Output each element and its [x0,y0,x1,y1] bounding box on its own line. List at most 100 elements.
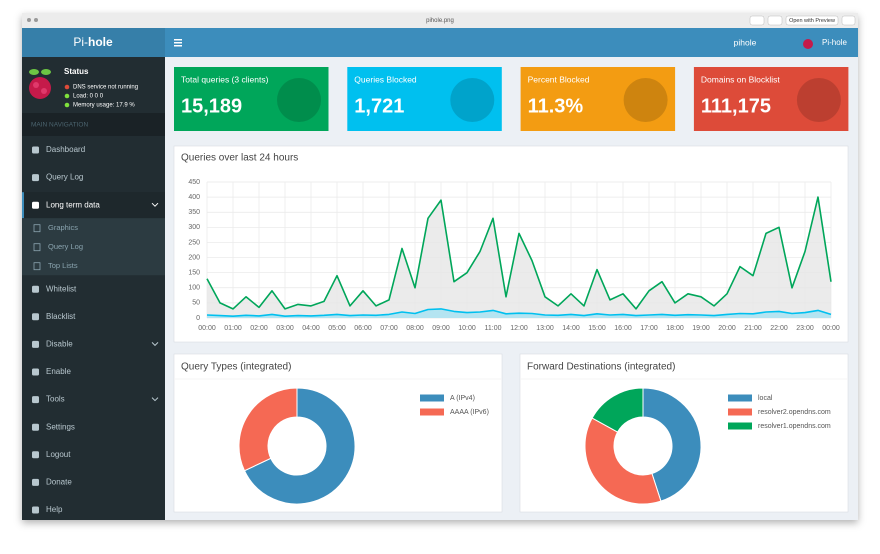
nav-item[interactable]: Enable [46,367,71,376]
status-line: DNS service not running [73,85,138,91]
stat-value: 11.3% [528,95,584,117]
stat-icon [796,78,841,122]
x-tick-label: 15:00 [588,325,606,332]
stat-value: 1,721 [354,95,404,117]
chart-title: Forward Destinations (integrated) [527,362,675,373]
menu-toggle[interactable] [174,39,182,47]
status-dot [64,84,70,90]
stat-label: Domains on Blocklist [701,74,781,84]
subnav-bg [22,218,165,276]
toolbar-button[interactable] [749,15,765,26]
stat-card [520,67,676,131]
user-name[interactable]: Pi-hole [822,38,847,47]
y-tick-label: 300 [188,224,200,231]
nav-item[interactable]: Query Log [46,173,83,182]
nav-item[interactable]: Donate [46,478,72,487]
x-tick-label: 03:00 [276,325,294,332]
x-tick-label: 12:00 [510,325,528,332]
stat-value: 15,189 [181,95,242,117]
nav-item[interactable]: Help [46,505,63,514]
x-tick-label: 10:00 [458,325,476,332]
nav-icon[interactable] [32,396,39,404]
nav-icon[interactable] [32,451,39,459]
nav-item[interactable]: Logout [46,450,71,459]
status-dot [64,102,70,108]
series-area [207,197,831,318]
doughnut-segment [642,387,702,502]
nav-icon[interactable] [32,146,39,154]
stat-card [174,67,329,131]
legend-swatch [420,408,444,416]
x-tick-label: 14:00 [562,325,580,332]
doughnut-segment [243,387,356,505]
legend-label: A (IPv4) [450,395,475,402]
y-tick-label: 450 [188,179,200,186]
window-control[interactable] [27,18,31,22]
raspberry-logo [29,69,51,99]
stat-label: Queries Blocked [354,74,417,84]
status-line: Memory usage: 17.9 % [73,103,135,109]
nav-header: MAIN NAVIGATION [31,122,88,129]
nav-icon[interactable] [32,201,39,209]
x-tick-label: 18:00 [666,325,684,332]
nav-icon[interactable] [32,368,39,376]
window-title: pihole.png [426,18,454,24]
legend-label: resolver1.opendns.com [758,423,831,430]
x-tick-label: 20:00 [718,325,736,332]
stat-card [347,67,502,131]
share-button[interactable] [841,15,856,26]
x-tick-label: 22:00 [770,325,788,332]
x-tick-label: 04:00 [302,325,320,332]
title-bar [22,13,858,28]
y-tick-label: 350 [188,209,200,216]
status-line: Load: 0 0 0 [73,94,104,100]
nav-item[interactable]: Settings [46,422,75,431]
x-tick-label: 11:00 [485,325,502,332]
logo-suffix: hole [88,35,113,49]
toolbar-button[interactable] [767,15,783,26]
nav-icon[interactable] [32,423,39,431]
nav-item[interactable]: Whitelist [46,284,77,293]
nav-icon[interactable] [32,340,39,348]
open-with-preview-button[interactable] [785,15,839,26]
x-tick-label: 05:00 [328,325,346,332]
nav-icon[interactable] [32,506,39,514]
x-tick-label: 08:00 [406,325,424,332]
nav-item[interactable]: Dashboard [46,145,85,154]
y-tick-label: 250 [188,239,200,246]
subnav-icon [33,224,41,233]
x-tick-label: 21:00 [744,325,762,332]
nav-icon[interactable] [32,285,39,293]
status-dot [64,93,70,99]
x-tick-label: 07:00 [380,325,398,332]
nav-item[interactable]: Blacklist [46,312,76,321]
chevron [151,342,159,347]
subnav-item[interactable]: Query Log [48,242,83,251]
nav-icon[interactable] [32,478,39,486]
x-tick-label: 06:00 [354,325,372,332]
subnav-item[interactable]: Graphics [48,223,78,232]
series-line [206,308,832,317]
logo-area[interactable] [22,28,165,57]
y-tick-label: 100 [188,285,200,292]
legend-label: resolver2.opendns.com [758,409,831,416]
subnav-icon [33,262,41,271]
user-avatar[interactable] [803,39,813,49]
x-tick-label: 01:00 [224,325,242,332]
nav-item[interactable]: Long term data [46,200,100,209]
nav-item[interactable]: Disable [46,340,73,349]
window-control[interactable] [34,18,38,22]
nav-icon[interactable] [32,313,39,321]
doughnut-segment [584,417,662,505]
x-tick-label: 00:00 [822,325,840,332]
subnav-item[interactable]: Top Lists [48,261,78,270]
logo: Pi-hole [73,35,113,49]
legend-swatch [728,408,752,416]
logo-prefix: Pi- [73,35,88,49]
x-tick-label: 13:00 [536,325,554,332]
nav-icon[interactable] [32,174,39,182]
nav-item-active-bg [22,192,165,219]
nav-item[interactable]: Tools [46,395,65,404]
y-tick-label: 150 [188,270,200,277]
